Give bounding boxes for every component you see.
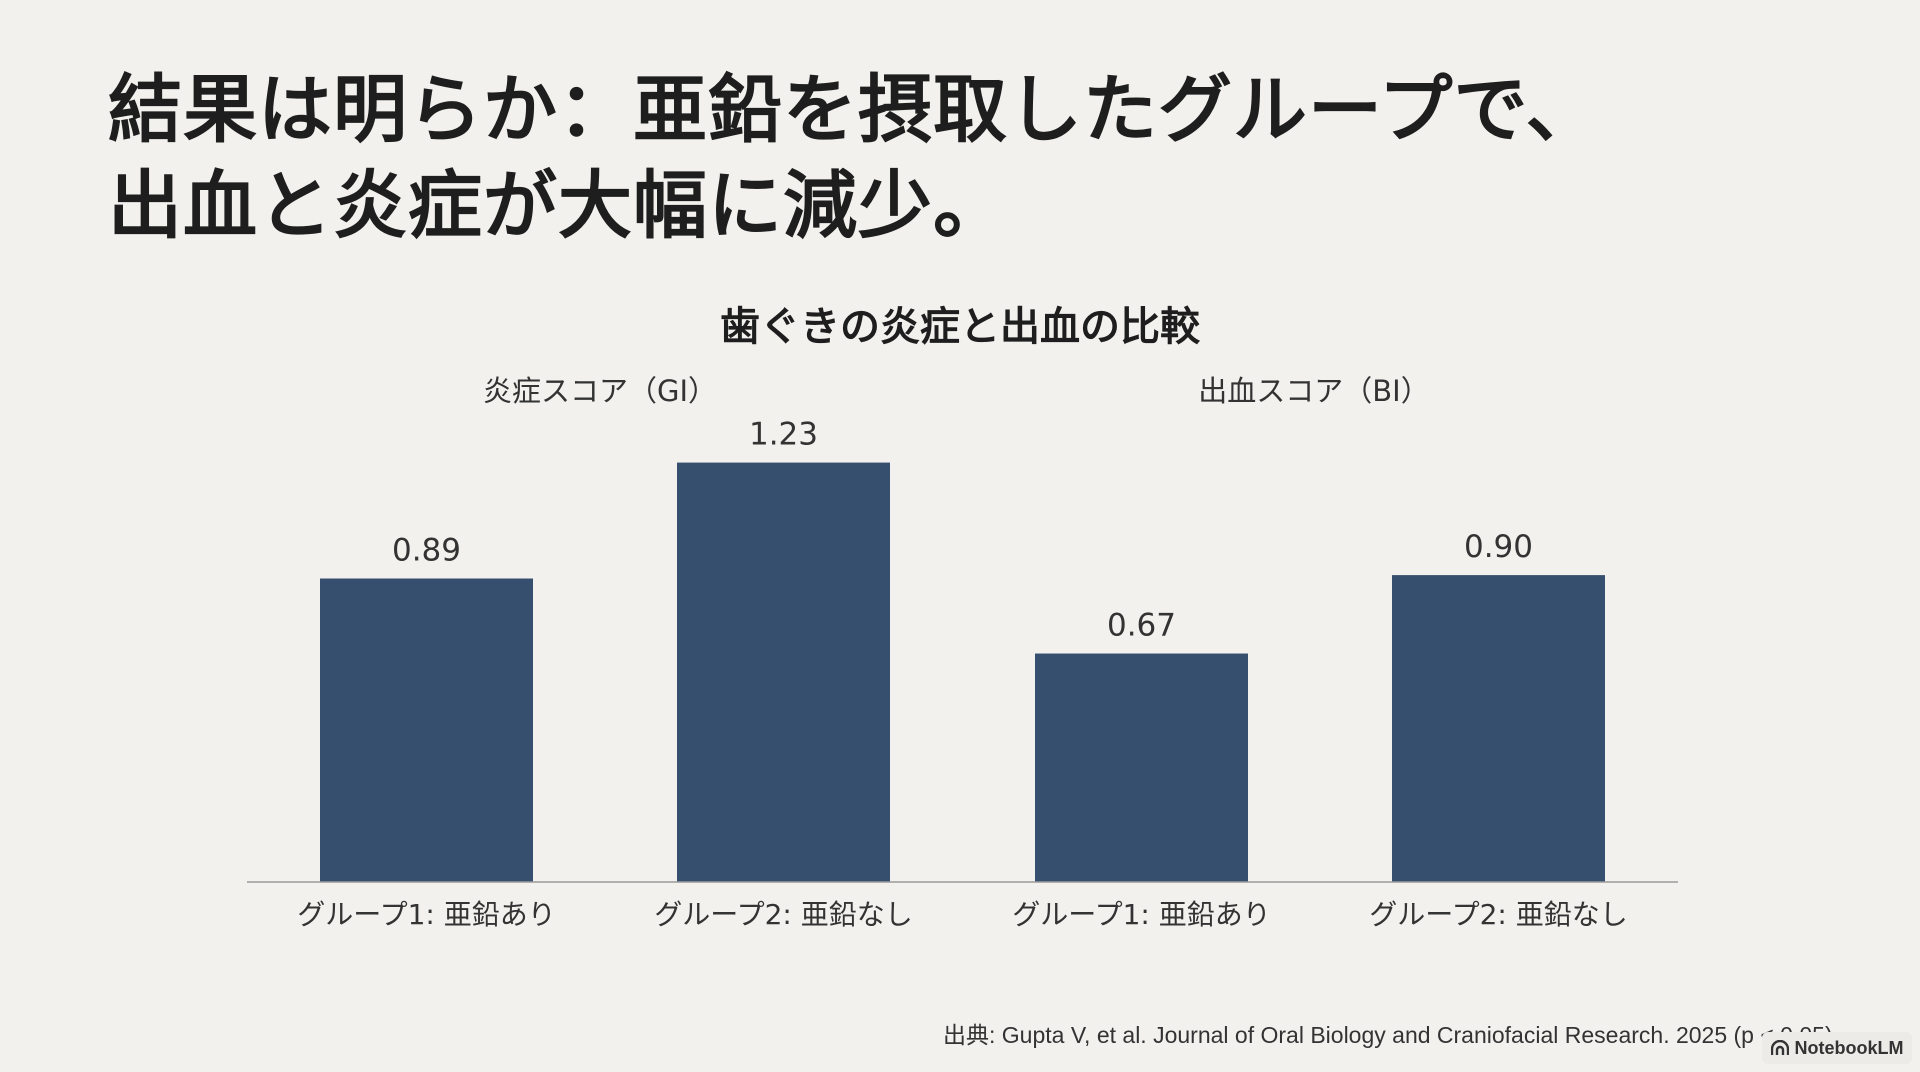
bar [320, 578, 533, 882]
notebooklm-logo-icon [1770, 1040, 1789, 1055]
x-tick-label: グループ1: 亜鉛あり [1012, 898, 1270, 931]
panel-title-gi: 炎症スコア（GI） [482, 374, 718, 408]
data-label: 0.90 [1464, 529, 1533, 565]
headline-line-1: 結果は明らか：亜鉛を摂取したグループで、 [108, 67, 1601, 153]
data-label: 1.23 [749, 417, 818, 453]
notebooklm-badge: NotebookLM [1762, 1032, 1912, 1064]
panel-title-bi: 出血スコア（BI） [1198, 374, 1430, 408]
data-label: 0.89 [392, 533, 461, 569]
bar [1035, 653, 1248, 882]
headline: 結果は明らか：亜鉛を摂取したグループで、 出血と炎症が大幅に減少。 [108, 62, 1601, 254]
x-tick-label: グループ2: 亜鉛なし [654, 898, 912, 931]
bar [1392, 575, 1605, 882]
bar [677, 462, 890, 882]
x-tick-label: グループ2: 亜鉛なし [1369, 898, 1627, 931]
chart-title: 歯ぐきの炎症と出血の比較 [720, 304, 1200, 350]
x-tick-label: グループ1: 亜鉛あり [297, 898, 555, 931]
data-label: 0.67 [1107, 608, 1176, 644]
headline-line-2: 出血と炎症が大幅に減少。 [108, 163, 1008, 249]
badge-label: NotebookLM [1794, 1037, 1904, 1058]
source-citation: 出典: Gupta V, et al. Journal of Oral Biol… [943, 1022, 1833, 1048]
